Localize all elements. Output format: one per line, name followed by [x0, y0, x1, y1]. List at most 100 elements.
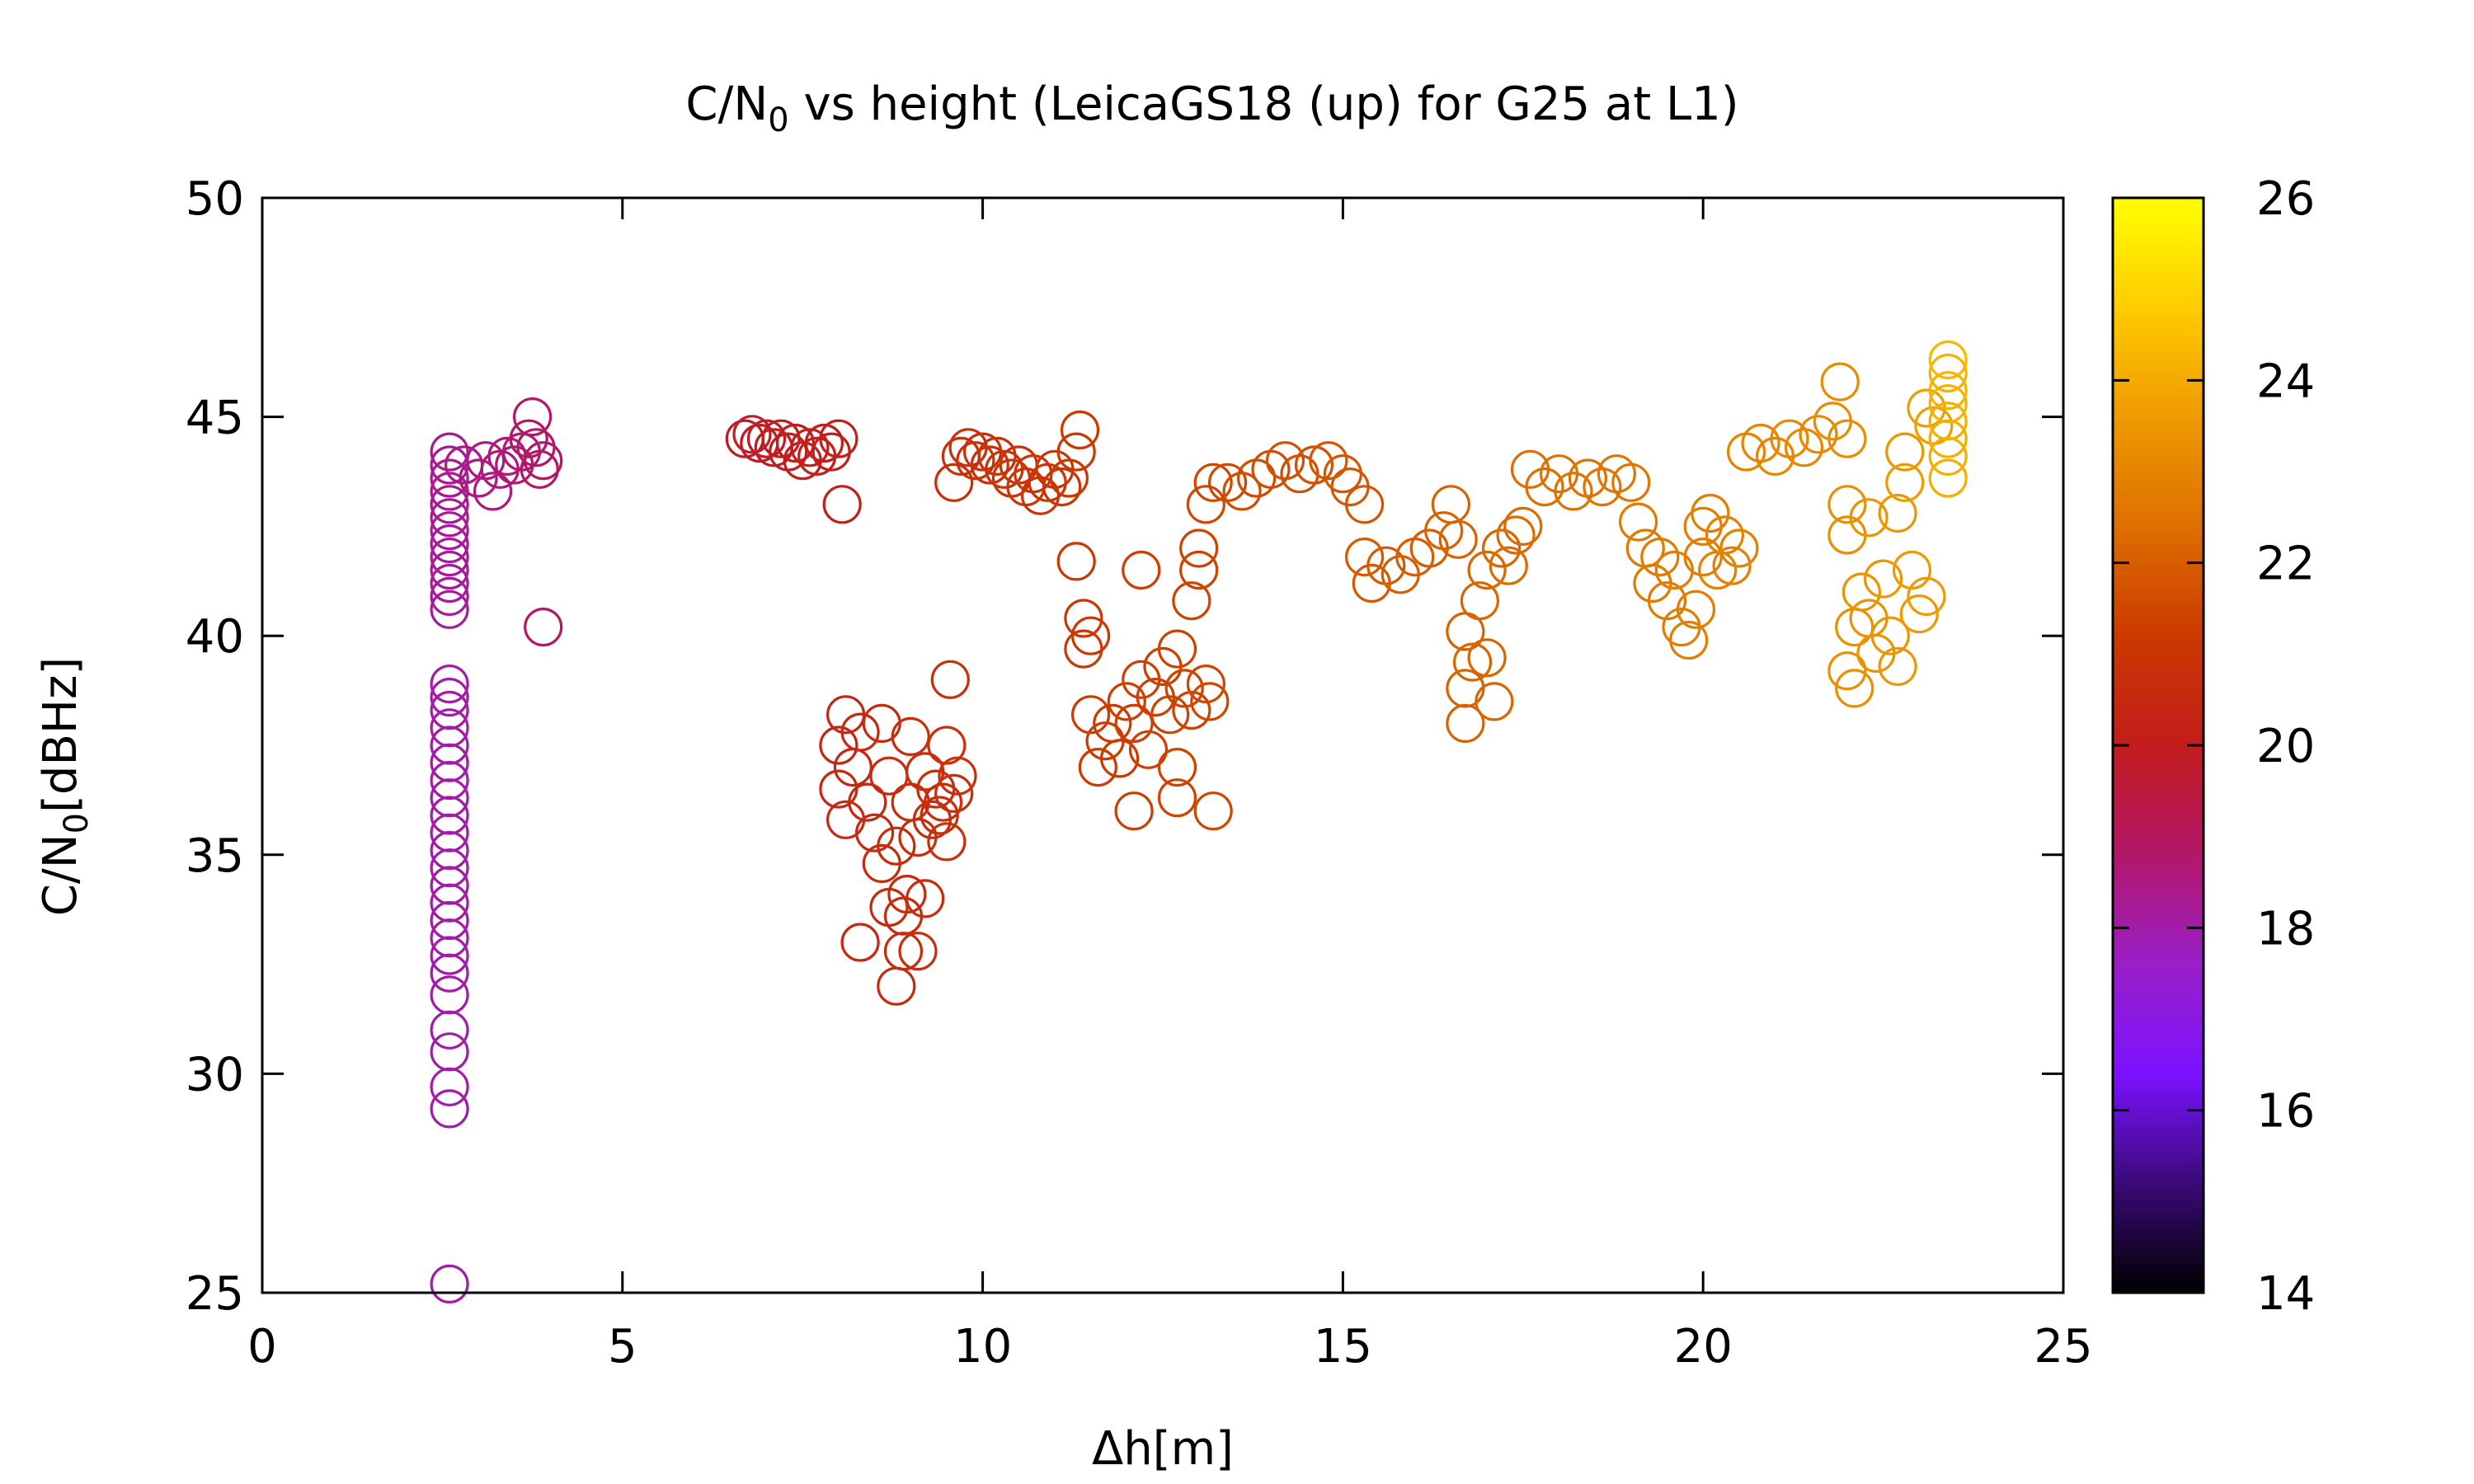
data-point	[1928, 340, 1968, 380]
data-point	[1446, 703, 1485, 744]
data-point	[430, 537, 469, 577]
data-point	[848, 782, 887, 822]
x-tick-label: 5	[608, 1320, 637, 1374]
x-tick-label: 20	[1674, 1320, 1733, 1374]
data-point	[1849, 599, 1888, 638]
data-point	[430, 664, 469, 704]
data-point	[1885, 463, 1925, 502]
data-point	[1309, 441, 1348, 481]
data-point	[430, 589, 469, 629]
x-tick-label: 15	[1314, 1320, 1372, 1374]
data-point	[1344, 537, 1385, 577]
data-point	[1741, 423, 1780, 463]
x-tick-label: 25	[2034, 1320, 2092, 1374]
data-point	[1618, 502, 1658, 542]
data-point	[1827, 419, 1867, 458]
data-point	[430, 1089, 469, 1129]
data-point	[775, 423, 816, 463]
data-point	[1849, 498, 1888, 538]
data-point	[1193, 463, 1233, 502]
data-point	[1489, 546, 1528, 585]
data-point	[1056, 432, 1096, 472]
data-point	[1640, 537, 1680, 577]
data-point	[1820, 362, 1860, 402]
data-point	[1179, 550, 1219, 590]
data-point	[1928, 458, 1968, 498]
data-point	[923, 782, 963, 822]
data-point	[459, 458, 498, 498]
data-point	[1928, 371, 1968, 411]
data-point	[804, 423, 844, 463]
chart-title-suffix: vs height (LeicaGS18 (up) for G25 at L1)	[789, 77, 1739, 131]
data-point	[430, 432, 469, 472]
data-point	[430, 576, 469, 617]
data-point	[430, 563, 469, 603]
data-point	[524, 607, 563, 647]
data-point	[1172, 581, 1211, 621]
data-point	[1705, 515, 1744, 555]
x-tick-label: 0	[247, 1320, 277, 1374]
data-point	[1885, 432, 1925, 472]
y-axis-label-prefix: C/N	[34, 834, 87, 916]
y-axis-label-suffix: [dBHz]	[34, 657, 87, 813]
data-point	[1070, 616, 1111, 655]
colorbar-tick-label: 20	[2256, 720, 2315, 773]
data-point	[1907, 576, 1946, 617]
data-point	[970, 445, 1009, 485]
data-point	[1583, 467, 1622, 507]
data-point	[1669, 620, 1709, 660]
data-point	[1042, 467, 1082, 507]
axis-ticks: 0 5 10 15 20 25 25 30 35 40 45 50	[186, 172, 2093, 1374]
y-tick-label: 30	[186, 1048, 244, 1101]
data-point	[1864, 559, 1903, 599]
data-point	[1157, 778, 1197, 818]
data-point	[1049, 458, 1089, 498]
data-point	[430, 1264, 469, 1304]
x-tick-label: 10	[953, 1320, 1012, 1374]
data-point	[862, 703, 901, 744]
data-point	[1691, 493, 1730, 533]
y-tick-label: 35	[186, 829, 244, 883]
colorbar-ticks: 14 16 18 20 22 24 26	[2113, 172, 2315, 1321]
data-point	[1475, 682, 1514, 721]
data-point	[430, 1067, 469, 1106]
data-point	[1128, 730, 1169, 769]
data-point	[1460, 581, 1500, 621]
data-point	[1438, 519, 1478, 559]
data-point	[1870, 616, 1910, 655]
data-point	[1928, 353, 1968, 393]
data-point	[1222, 472, 1262, 511]
data-point	[1190, 682, 1230, 721]
data-point	[1683, 537, 1723, 577]
data-point	[430, 524, 469, 564]
data-point	[1597, 454, 1637, 494]
data-point	[819, 419, 858, 458]
data-point	[1431, 485, 1471, 524]
data-point	[934, 773, 974, 814]
chart-title-subscript: 0	[768, 101, 788, 139]
data-point	[430, 677, 469, 717]
data-point	[1186, 664, 1226, 704]
data-point	[1554, 472, 1593, 511]
data-point	[1611, 463, 1651, 502]
data-point	[898, 932, 938, 971]
colorbar-tick-label: 22	[2256, 538, 2315, 591]
data-point	[819, 726, 858, 765]
data-point	[1496, 515, 1536, 555]
data-point	[1186, 485, 1226, 524]
data-point	[1467, 638, 1507, 678]
data-point	[1265, 441, 1305, 481]
data-point	[1481, 528, 1522, 568]
colorbar-tick-label: 24	[2256, 355, 2315, 408]
data-point	[1899, 594, 1939, 634]
y-tick-label: 50	[186, 172, 244, 226]
data-point	[1114, 703, 1154, 744]
data-point	[1150, 695, 1190, 735]
data-point	[430, 1032, 469, 1072]
data-point	[430, 1010, 469, 1050]
data-point	[1719, 528, 1759, 568]
data-point	[822, 485, 862, 524]
data-point	[905, 879, 945, 918]
data-point	[1294, 445, 1334, 485]
data-point	[1892, 550, 1932, 590]
